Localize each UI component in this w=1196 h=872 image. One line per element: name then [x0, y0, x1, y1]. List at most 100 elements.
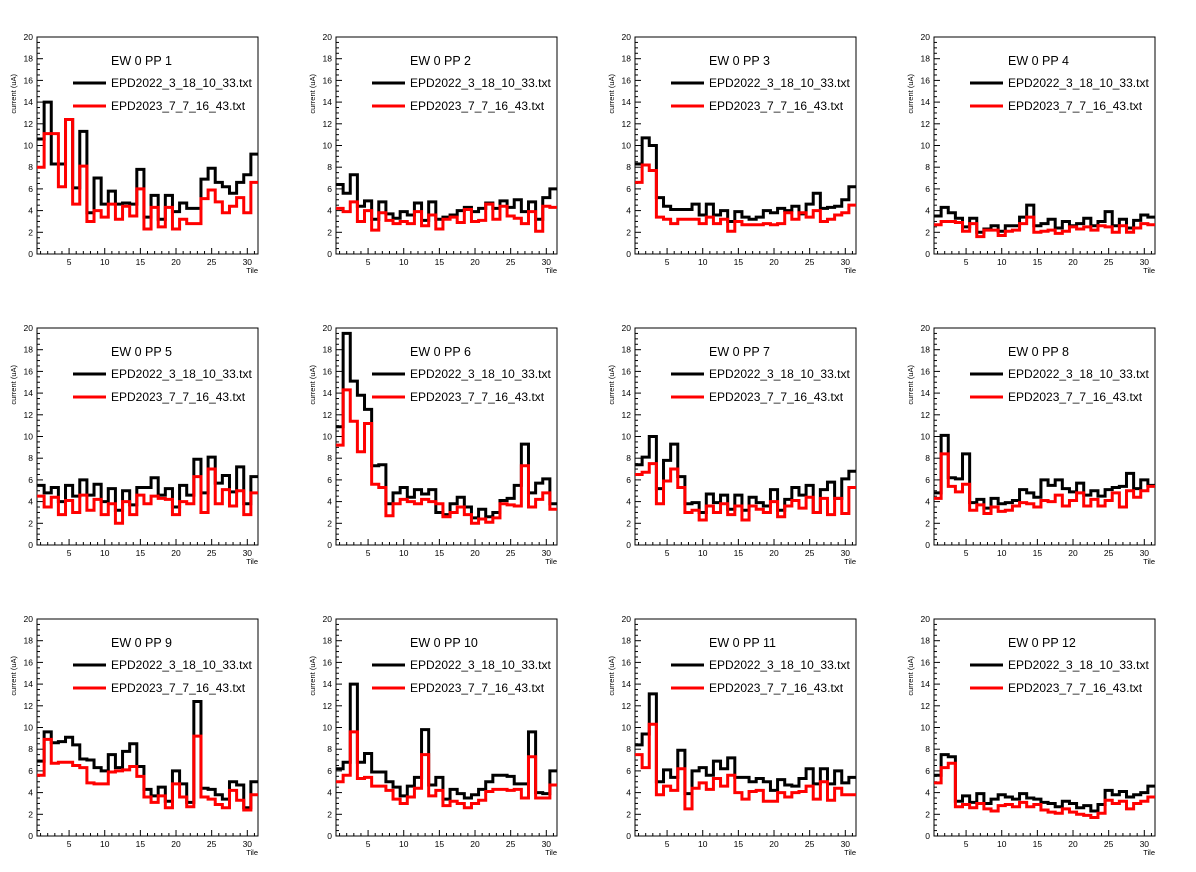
x-tick-label: 5	[665, 548, 670, 558]
x-tick-label: 30	[1140, 839, 1150, 849]
y-axis-label: current (uA)	[607, 656, 616, 696]
y-tick-label: 12	[622, 119, 632, 129]
legend-label: EPD2022_3_18_10_33.txt	[111, 76, 252, 90]
x-tick-label: 20	[1068, 839, 1078, 849]
chart-title: EW 0 PP 8	[1008, 345, 1069, 359]
x-axis-label: Tile	[844, 557, 856, 566]
x-tick-label: 15	[435, 548, 445, 558]
legend-label: EPD2023_7_7_16_43.txt	[1008, 390, 1143, 404]
y-tick-label: 0	[28, 831, 33, 841]
chart-panel-7: 0 2 4 6 8 10 12 14 16 18 20 5 10 15 20 25 30 current (uA)…	[607, 323, 857, 566]
y-tick-label: 14	[921, 388, 931, 398]
x-tick-label: 20	[470, 548, 480, 558]
series-line-epd2023	[37, 734, 258, 812]
y-tick-label: 2	[925, 809, 930, 819]
series-line-epd2022	[336, 682, 557, 801]
x-axis-label: Tile	[246, 557, 258, 566]
y-tick-label: 0	[925, 831, 930, 841]
x-tick-label: 15	[136, 839, 146, 849]
y-tick-label: 18	[323, 636, 333, 646]
chart-panel-8: 0 2 4 6 8 10 12 14 16 18 20 5 10 15 20 25 30 current (uA)…	[906, 323, 1156, 566]
series-line-epd2023	[934, 452, 1155, 516]
series-line-epd2022	[635, 136, 856, 223]
legend-label: EPD2022_3_18_10_33.txt	[1008, 76, 1149, 90]
y-tick-label: 16	[921, 657, 931, 667]
legend-label: EPD2022_3_18_10_33.txt	[410, 367, 551, 381]
legend-label: EPD2023_7_7_16_43.txt	[709, 99, 844, 113]
y-tick-label: 6	[626, 475, 631, 485]
series-line-epd2022	[37, 699, 258, 810]
y-tick-label: 10	[921, 432, 931, 442]
x-tick-label: 20	[470, 839, 480, 849]
y-tick-label: 6	[327, 766, 332, 776]
y-tick-label: 20	[622, 323, 632, 333]
y-tick-label: 8	[626, 162, 631, 172]
x-tick-label: 25	[1104, 257, 1114, 267]
y-tick-label: 16	[622, 75, 632, 85]
chart-title: EW 0 PP 10	[410, 636, 478, 650]
series-line-epd2022	[934, 753, 1155, 813]
series-line-epd2023	[336, 200, 557, 233]
x-tick-label: 5	[366, 839, 371, 849]
y-tick-label: 8	[28, 162, 33, 172]
chart-panel-3: 0 2 4 6 8 10 12 14 16 18 20 5 10 15 20 25 30 current (uA)…	[607, 32, 857, 275]
y-tick-label: 4	[327, 206, 332, 216]
y-tick-label: 14	[622, 679, 632, 689]
x-axis-label: Tile	[246, 848, 258, 857]
chart-panel-9: 0 2 4 6 8 10 12 14 16 18 20 5 10 15 20 25 30 current (uA)…	[9, 614, 259, 857]
y-tick-label: 8	[28, 453, 33, 463]
y-tick-label: 2	[626, 809, 631, 819]
x-tick-label: 5	[67, 839, 72, 849]
legend-label: EPD2022_3_18_10_33.txt	[1008, 658, 1149, 672]
y-tick-label: 20	[323, 32, 333, 42]
x-tick-label: 15	[435, 257, 445, 267]
y-tick-label: 10	[921, 723, 931, 733]
legend-label: EPD2023_7_7_16_43.txt	[111, 99, 246, 113]
x-tick-label: 30	[841, 257, 851, 267]
legend-label: EPD2022_3_18_10_33.txt	[410, 76, 551, 90]
x-tick-label: 25	[506, 839, 516, 849]
x-tick-label: 10	[100, 839, 110, 849]
x-tick-label: 20	[171, 548, 181, 558]
y-tick-label: 10	[622, 723, 632, 733]
series-line-epd2023	[336, 388, 557, 525]
y-tick-label: 16	[921, 75, 931, 85]
y-tick-label: 4	[925, 497, 930, 507]
legend-label: EPD2023_7_7_16_43.txt	[111, 681, 246, 695]
legend-label: EPD2023_7_7_16_43.txt	[709, 390, 844, 404]
x-tick-label: 20	[769, 257, 779, 267]
y-tick-label: 4	[28, 206, 33, 216]
y-tick-label: 6	[28, 766, 33, 776]
y-axis-label: current (uA)	[9, 656, 18, 696]
plot-frame	[335, 618, 558, 837]
series-line-epd2023	[934, 761, 1155, 820]
y-tick-label: 14	[323, 97, 333, 107]
x-tick-label: 5	[964, 257, 969, 267]
chart-panel-5: 0 2 4 6 8 10 12 14 16 18 20 5 10 15 20 25 30 current (uA)…	[9, 323, 259, 566]
y-tick-label: 4	[626, 497, 631, 507]
x-tick-label: 20	[470, 257, 480, 267]
chart-title: EW 0 PP 3	[709, 54, 770, 68]
y-tick-label: 16	[24, 657, 34, 667]
y-tick-label: 0	[626, 540, 631, 550]
y-tick-label: 2	[28, 227, 33, 237]
x-tick-label: 15	[734, 548, 744, 558]
y-tick-label: 2	[28, 518, 33, 528]
legend-label: EPD2023_7_7_16_43.txt	[410, 99, 545, 113]
y-axis-label: current (uA)	[308, 74, 317, 114]
y-tick-label: 4	[626, 788, 631, 798]
y-tick-label: 10	[323, 723, 333, 733]
y-tick-label: 10	[622, 141, 632, 151]
x-tick-label: 5	[366, 548, 371, 558]
series-line-epd2023	[635, 163, 856, 233]
y-tick-label: 6	[925, 184, 930, 194]
legend-label: EPD2023_7_7_16_43.txt	[709, 681, 844, 695]
x-tick-label: 10	[399, 257, 409, 267]
y-tick-label: 20	[24, 32, 34, 42]
legend-label: EPD2022_3_18_10_33.txt	[709, 76, 850, 90]
series-line-epd2022	[934, 203, 1155, 234]
y-tick-label: 18	[323, 54, 333, 64]
x-tick-label: 25	[805, 839, 815, 849]
x-tick-label: 10	[698, 257, 708, 267]
y-tick-label: 18	[921, 54, 931, 64]
